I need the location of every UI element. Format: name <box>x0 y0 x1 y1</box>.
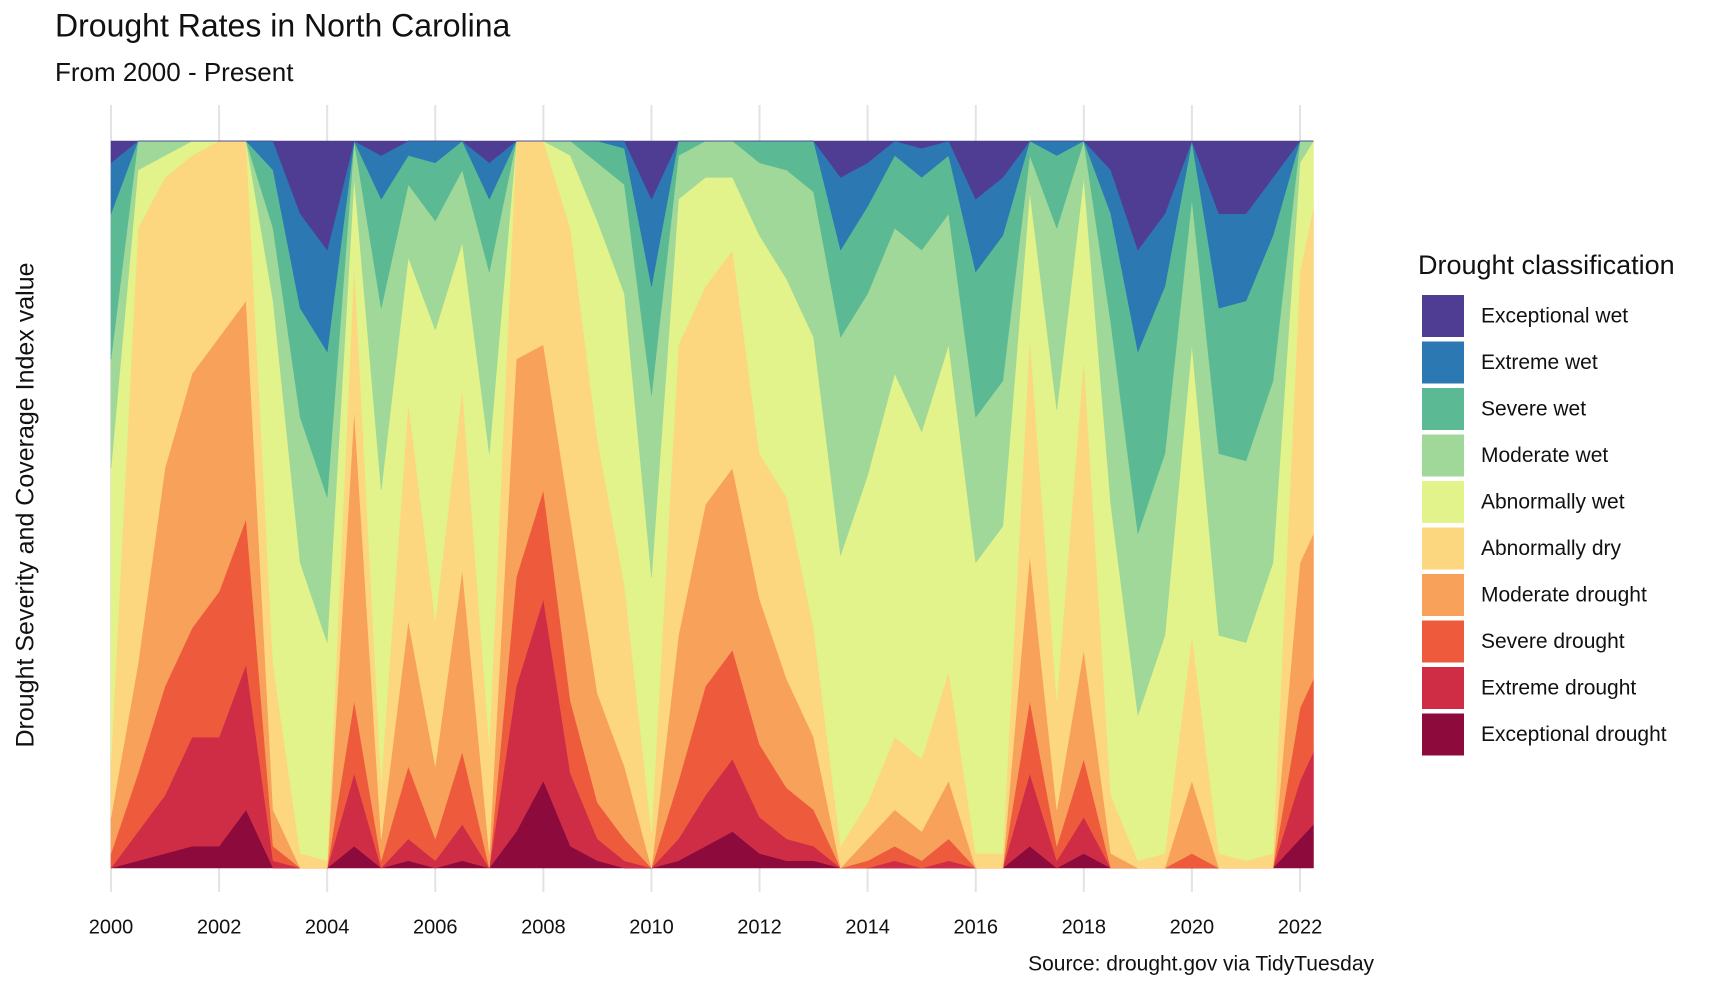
x-tick-label: 2002 <box>197 916 242 938</box>
legend-label: Severe wet <box>1481 398 1586 421</box>
chart-title: Drought Rates in North Carolina <box>55 7 511 43</box>
legend-swatch <box>1422 713 1464 756</box>
legend-swatch <box>1422 295 1464 337</box>
legend-label: Abnormally dry <box>1481 537 1622 560</box>
area <box>110 140 1314 251</box>
legend-swatch <box>1422 481 1464 523</box>
x-tick-label: 2018 <box>1062 916 1107 938</box>
x-tick-label: 2010 <box>629 916 674 938</box>
legend-swatch <box>1422 574 1464 616</box>
chart-subtitle: From 2000 - Present <box>55 57 294 87</box>
legend-label: Moderate drought <box>1481 584 1647 607</box>
legend-label: Exceptional wet <box>1481 305 1628 328</box>
x-tick-label: 2022 <box>1278 916 1323 938</box>
x-tick-label: 2014 <box>845 916 890 938</box>
x-tick-label: 2006 <box>413 916 458 938</box>
y-axis-label: Drought Severity and Coverage Index valu… <box>12 262 40 747</box>
legend-label: Exceptional drought <box>1481 723 1667 746</box>
legend-swatch <box>1422 434 1464 477</box>
legend: Exceptional wet Extreme wet Severe wet Mode… <box>1422 295 1667 756</box>
legend-swatch <box>1422 620 1464 663</box>
x-tick-label: 2016 <box>953 916 998 938</box>
legend-swatch <box>1422 341 1464 384</box>
legend-label: Severe drought <box>1481 630 1625 653</box>
legend-label: Abnormally wet <box>1481 491 1625 514</box>
areas <box>110 140 1314 869</box>
x-tick-label: 2020 <box>1170 916 1215 938</box>
x-tick-label: 2012 <box>737 916 782 938</box>
x-tick-label: 2004 <box>305 916 350 938</box>
legend-label: Moderate wet <box>1481 444 1608 467</box>
legend-label: Extreme wet <box>1481 351 1598 374</box>
x-tick-label: 2008 <box>521 916 566 938</box>
legend-swatch <box>1422 388 1464 430</box>
x-tick-label: 2000 <box>89 916 134 938</box>
legend-swatch <box>1422 527 1464 570</box>
legend-title: Drought classification <box>1418 250 1675 280</box>
caption: Source: drought.gov via TidyTuesday <box>1028 953 1374 976</box>
legend-swatch <box>1422 667 1464 709</box>
legend-label: Extreme drought <box>1481 677 1636 700</box>
x-axis: 2000 2002 2004 2006 2008 2010 2012 2014 2016 2018… <box>89 916 1323 938</box>
